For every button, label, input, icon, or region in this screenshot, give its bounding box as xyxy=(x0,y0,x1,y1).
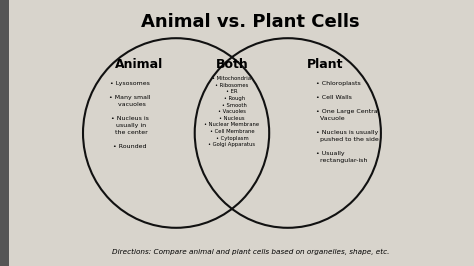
Text: Plant: Plant xyxy=(307,58,343,71)
Text: Directions: Compare animal and plant cells based on organelles, shape, etc.: Directions: Compare animal and plant cel… xyxy=(112,249,389,255)
Text: • Chloroplasts

• Cell Walls

• One Large Central
  Vacuole

• Nucleus is usuall: • Chloroplasts • Cell Walls • One Large … xyxy=(316,81,379,163)
Text: • Lysosomes

• Many small
  vacuoles

• Nucleus is
  usually in
  the center

• : • Lysosomes • Many small vacuoles • Nucl… xyxy=(109,81,150,149)
Text: Animal: Animal xyxy=(115,58,163,71)
Text: Animal vs. Plant Cells: Animal vs. Plant Cells xyxy=(141,13,360,31)
Text: • Mitochondria
• Ribosomes
• ER
   • Rough
   • Smooth
• Vacuoles
• Nucleus
• Nu: • Mitochondria • Ribosomes • ER • Rough … xyxy=(204,76,260,147)
Text: Both: Both xyxy=(216,58,248,71)
